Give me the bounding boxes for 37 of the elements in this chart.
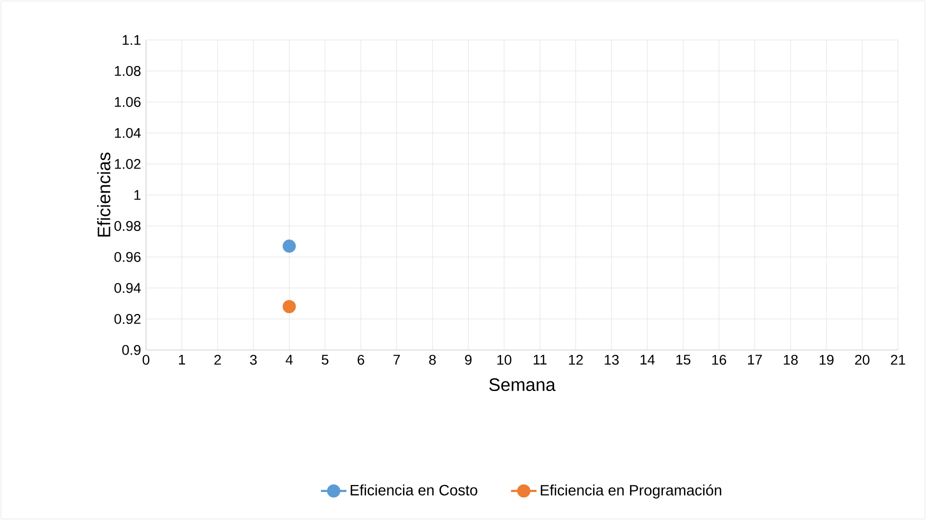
- x-tick-label: 16: [712, 354, 726, 365]
- x-tick-label: 4: [286, 354, 293, 364]
- y-axis-title: Eficiencias: [97, 152, 110, 237]
- x-tick-label: 0: [142, 354, 150, 365]
- x-tick-label: 14: [640, 354, 655, 364]
- x-tick-label: 13: [604, 354, 619, 365]
- x-tick-label: 11: [534, 354, 547, 364]
- x-tick-label: 10: [497, 354, 512, 365]
- x-tick-label: 5: [322, 354, 328, 365]
- x-tick-label: 8: [429, 354, 436, 365]
- x-tick-label: 3: [250, 354, 257, 365]
- x-axis-title: Semana: [489, 378, 556, 392]
- y-tick-label: 1.02: [114, 159, 140, 169]
- y-tick-label: 1.06: [114, 97, 141, 107]
- x-tick-label: 1: [178, 354, 186, 364]
- x-tick-label: 15: [676, 354, 690, 365]
- x-tick-label: 17: [748, 354, 762, 364]
- y-tick-label: 0.98: [114, 221, 141, 231]
- x-tick-label: 7: [394, 354, 400, 364]
- y-tick-label: 1.08: [114, 66, 141, 76]
- legend-label: Eficiencia en Costo: [350, 484, 478, 496]
- x-tick-label: 21: [890, 354, 906, 365]
- x-tick-label: 6: [358, 354, 364, 365]
- x-tick-label: 12: [569, 354, 583, 365]
- x-tick-label: 20: [855, 354, 870, 365]
- y-tick-label: 1.1: [122, 35, 140, 45]
- y-tick-label: 0.9: [122, 345, 140, 355]
- x-tick-label: 9: [465, 354, 472, 365]
- x-tick-label: 19: [820, 354, 834, 365]
- y-tick-label: 1.04: [114, 128, 141, 138]
- y-tick-label: 1: [134, 190, 140, 200]
- y-tick-label: 0.96: [114, 252, 141, 262]
- y-tick-label: 0.94: [114, 283, 141, 293]
- y-tick-label: 0.92: [114, 314, 140, 324]
- legend-label: Eficiencia en Programación: [540, 484, 722, 499]
- x-tick-label: 18: [784, 354, 798, 365]
- x-tick-label: 2: [214, 354, 221, 365]
